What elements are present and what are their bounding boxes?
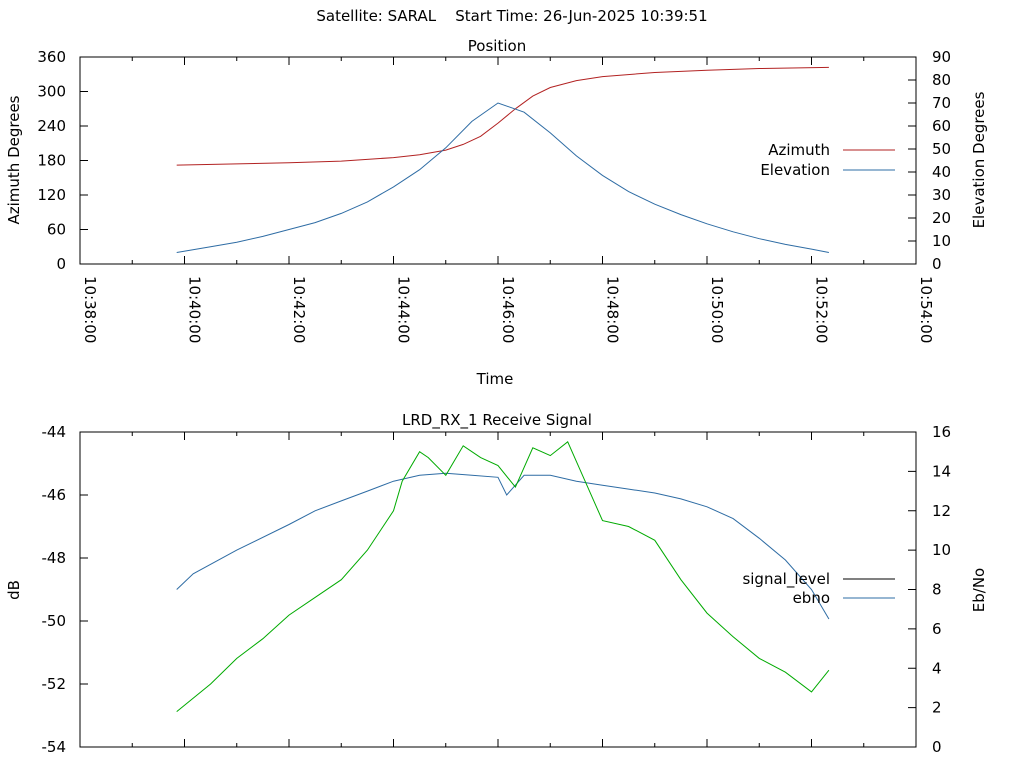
x-tick-label: 10:54:00 [917,276,935,343]
y2-tick-label: 70 [932,94,951,112]
x-tick-label: 10:48:00 [604,276,622,343]
x-tick-label: 10:44:00 [395,276,413,343]
y2-tick-label: 6 [932,620,942,638]
x-tick-label: 10:52:00 [813,276,831,343]
y-tick-label: 300 [37,83,66,101]
y2-tick-label: 10 [932,232,951,250]
signal-series-lines [176,441,830,712]
y-tick-label: 180 [37,152,66,170]
y-tick-label: 120 [37,186,66,204]
y-tick-label: 60 [47,221,66,239]
y2-tick-label: 0 [932,738,942,756]
position-chart: Position 10:38:00 10:40:00 10:42:00 10:44:0… [5,37,988,388]
signal-y2-axis: 0 2 4 6 8 10 12 14 16 [908,423,951,756]
satellite-label: Satellite: SARAL [316,7,437,25]
y-tick-label: -50 [42,612,67,630]
legend-label-elevation: Elevation [760,161,830,179]
y2-tick-label: 16 [932,423,951,441]
signal-chart-title: LRD_RX_1 Receive Signal [402,411,592,430]
signal-y-axis-label: dB [5,580,23,600]
position-y2-axis: 0 10 20 30 40 50 60 70 80 90 [908,48,951,273]
elevation-line [176,102,829,253]
y-tick-label: -48 [42,549,67,567]
legend-label-azimuth: Azimuth [768,141,830,159]
x-tick-label: 10:42:00 [290,276,308,343]
y2-tick-label: 0 [932,255,942,273]
signal-y-axis: -54 -52 -50 -48 -46 -44 [42,423,88,756]
position-chart-title: Position [468,37,526,55]
page-title: Satellite: SARAL Start Time: 26-Jun-2025… [0,7,1024,25]
y2-tick-label: 14 [932,462,951,480]
position-series-lines [176,66,829,253]
y2-tick-label: 2 [932,699,942,717]
signal-legend: signal_level ebno [742,570,895,607]
y-tick-label: 360 [37,48,66,66]
position-x-axis: 10:38:00 10:40:00 10:42:00 10:44:00 10:46:00… [79,57,935,343]
y2-tick-label: 50 [932,140,951,158]
position-y-axis: 0 60 120 180 240 300 360 [37,48,88,273]
position-y2-axis-label: Elevation Degrees [970,91,988,228]
y2-tick-label: 4 [932,659,942,677]
position-legend: Azimuth Elevation [760,141,895,179]
signal-y2-axis-label: Eb/No [970,568,988,612]
legend-label-signal-level: signal_level [742,570,830,589]
y2-tick-label: 90 [932,48,951,66]
receive-signal-chart: LRD_RX_1 Receive Signal -54-52-50-48-46-… [5,411,988,756]
y-tick-label: -44 [42,423,67,441]
y2-tick-label: 40 [932,163,951,181]
y2-tick-label: 10 [932,541,951,559]
legend-label-ebno: ebno [793,589,830,607]
y-tick-label: 240 [37,117,66,135]
y2-tick-label: 60 [932,117,951,135]
y2-tick-label: 8 [932,581,942,599]
y2-tick-label: 12 [932,502,951,520]
trace-2-line [176,441,830,712]
y-tick-label: 0 [56,255,66,273]
y-tick-label: -46 [42,486,67,504]
position-x-axis-label: Time [476,370,514,388]
ebno-line [176,472,830,620]
signal-plot-frame [79,431,917,748]
signal-x-axis [79,432,917,747]
y2-tick-label: 80 [932,71,951,89]
start-time-label: Start Time: 26-Jun-2025 10:39:51 [455,7,708,25]
x-tick-label: 10:46:00 [499,276,517,343]
x-tick-label: 10:38:00 [81,276,99,343]
x-tick-label: 10:40:00 [186,276,204,343]
x-tick-label: 10:50:00 [708,276,726,343]
y2-tick-label: 20 [932,209,951,227]
position-y-axis-label: Azimuth Degrees [5,95,23,224]
y2-tick-label: 30 [932,186,951,204]
azimuth-line [176,66,829,166]
y-tick-label: -54 [42,738,67,756]
y-tick-label: -52 [42,675,67,693]
